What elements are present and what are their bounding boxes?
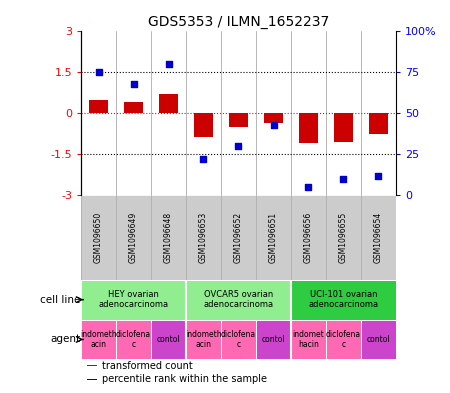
Point (95, 69, 102, 75)
Bar (264, 114, 283, 123)
Bar (291, 280, 396, 320)
Bar (186, 320, 221, 359)
Bar (299, 114, 318, 143)
Point (375, 173, 382, 179)
Text: GSM1096654: GSM1096654 (374, 212, 383, 263)
Text: GSM1096650: GSM1096650 (94, 212, 103, 263)
Point (305, 184, 312, 190)
Point (130, 81, 137, 87)
Text: indometh
acin: indometh acin (185, 330, 222, 349)
Bar (116, 195, 151, 280)
Bar (151, 195, 186, 280)
Bar (81, 320, 116, 359)
Bar (369, 114, 388, 134)
Point (270, 122, 277, 128)
Text: agent: agent (50, 334, 80, 344)
Text: percentile rank within the sample: percentile rank within the sample (102, 374, 267, 384)
Text: GSM1096651: GSM1096651 (269, 212, 278, 263)
Text: GSM1096653: GSM1096653 (199, 212, 208, 263)
Bar (151, 320, 186, 359)
Text: GSM1096655: GSM1096655 (339, 212, 348, 263)
Bar (326, 195, 361, 280)
Text: GSM1096656: GSM1096656 (304, 212, 313, 263)
Text: GSM1096648: GSM1096648 (164, 212, 173, 263)
Point (235, 143, 242, 149)
Bar (291, 195, 326, 280)
Text: contol: contol (262, 335, 285, 344)
Bar (221, 320, 256, 359)
Text: diclofena
c: diclofena c (221, 330, 256, 349)
Point (165, 61, 172, 67)
Bar (334, 114, 353, 142)
Bar (186, 280, 291, 320)
Bar (229, 114, 248, 127)
Text: diclofena
c: diclofena c (326, 330, 361, 349)
Bar (81, 280, 186, 320)
Bar (81, 195, 116, 280)
Bar (256, 195, 291, 280)
Bar (186, 195, 221, 280)
Text: GSM1096649: GSM1096649 (129, 212, 138, 263)
Bar (124, 103, 143, 114)
Text: transformed count: transformed count (102, 361, 193, 371)
Text: contol: contol (157, 335, 180, 344)
Bar (159, 94, 178, 114)
Text: indometh
acin: indometh acin (80, 330, 117, 349)
Bar (326, 320, 361, 359)
Bar (87, 379, 97, 380)
Point (200, 156, 207, 162)
Bar (361, 320, 396, 359)
Text: contol: contol (367, 335, 390, 344)
Text: cell line: cell line (40, 295, 80, 305)
Bar (221, 195, 256, 280)
Bar (89, 100, 108, 114)
Bar (116, 320, 151, 359)
Text: diclofena
c: diclofena c (116, 330, 151, 349)
Bar (291, 320, 326, 359)
Text: GSM1096652: GSM1096652 (234, 212, 243, 263)
Bar (194, 114, 213, 137)
Bar (361, 195, 396, 280)
Point (340, 176, 347, 182)
Title: GDS5353 / ILMN_1652237: GDS5353 / ILMN_1652237 (148, 15, 329, 29)
Text: HEY ovarian
adenocarcinoma: HEY ovarian adenocarcinoma (99, 290, 169, 309)
Text: UCI-101 ovarian
adenocarcinoma: UCI-101 ovarian adenocarcinoma (308, 290, 378, 309)
Text: indomet
hacin: indomet hacin (292, 330, 324, 349)
Text: OVCAR5 ovarian
adenocarcinoma: OVCAR5 ovarian adenocarcinoma (203, 290, 274, 309)
Bar (256, 320, 291, 359)
Bar (87, 365, 97, 366)
